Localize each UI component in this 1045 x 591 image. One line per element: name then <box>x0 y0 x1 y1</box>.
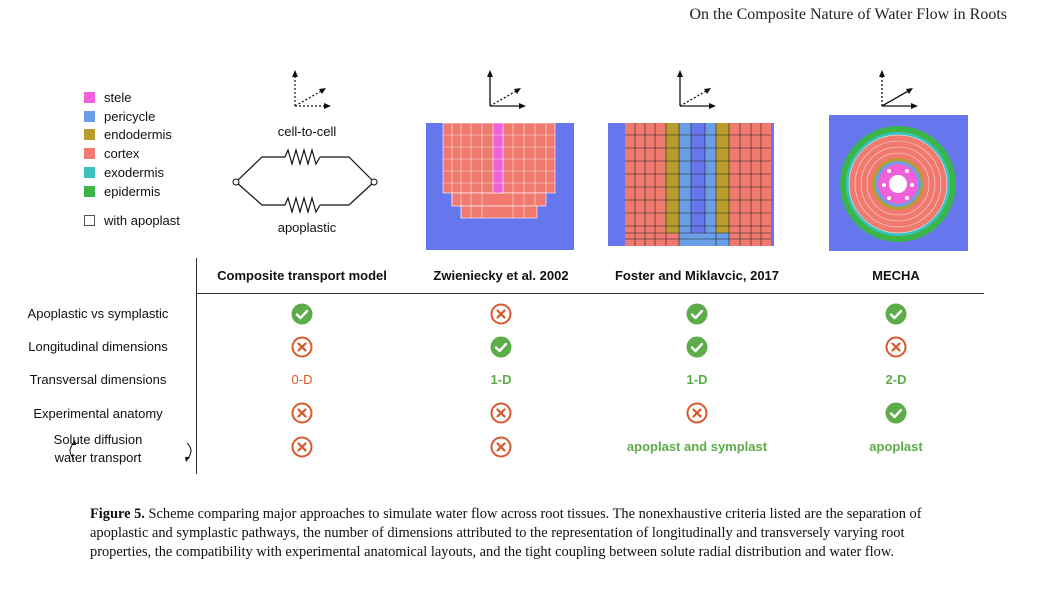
legend-swatch <box>84 214 95 226</box>
cell-text: 2-D <box>885 372 907 387</box>
legend-item-endodermis: endodermis <box>84 126 180 145</box>
legend-label: exodermis <box>104 165 164 181</box>
check-icon <box>592 303 802 328</box>
cross-icon <box>197 336 407 361</box>
cross-icon <box>197 402 407 427</box>
cross-icon <box>592 402 802 427</box>
figure-caption: Figure 5. Scheme comparing major approac… <box>90 505 960 562</box>
legend-swatch <box>84 148 95 160</box>
mecha-model-diagram <box>829 115 968 251</box>
running-title: On the Composite Nature of Water Flow in… <box>689 6 1008 23</box>
legend-swatch <box>84 129 95 141</box>
cell-text: apoplast and symplast <box>626 439 768 454</box>
legend: stele pericycle endodermis cortex exoder… <box>84 88 180 230</box>
caption-label: Figure 5. <box>90 506 145 522</box>
circuit-node-left <box>232 178 240 186</box>
cell-text: apoplast <box>869 439 923 454</box>
cycle-arrows-icon <box>69 440 192 462</box>
row-label: Apoplastic vs symplastic <box>27 306 169 321</box>
cross-icon <box>396 303 606 328</box>
cross-icon <box>197 436 407 461</box>
legend-swatch <box>84 91 95 103</box>
legend-item-cortex: cortex <box>84 144 180 163</box>
axes-icon <box>677 70 716 109</box>
row-label: Transversal dimensions <box>29 372 167 387</box>
circuit-wires <box>235 147 375 215</box>
legend-swatch <box>84 185 95 197</box>
legend-swatch <box>84 167 95 179</box>
row-label: Longitudinal dimensions <box>28 339 168 354</box>
legend-label: epidermis <box>104 183 161 199</box>
zwieniecky-model-diagram <box>426 123 574 250</box>
circuit-node-right <box>370 178 378 186</box>
circuit-diagram: cell-to-cell apoplastic <box>232 124 378 235</box>
table-rule <box>196 293 984 294</box>
column-header: Zwieniecky et al. 2002 <box>433 268 569 283</box>
row-label: Experimental anatomy <box>33 406 163 421</box>
row-label-line: water transport <box>54 450 142 465</box>
caption-text: Scheme comparing major approaches to sim… <box>90 506 922 560</box>
axes-icon <box>487 70 526 109</box>
legend-label: cortex <box>104 146 140 162</box>
cross-icon <box>396 436 606 461</box>
axes-icon <box>879 70 918 109</box>
cell-text: 0-D <box>291 372 313 387</box>
legend-item-epidermis: epidermis <box>84 182 180 201</box>
legend-label: with apoplast <box>104 212 180 228</box>
legend-item-pericycle: pericycle <box>84 107 180 126</box>
column-header: Composite transport model <box>217 268 387 283</box>
axes-icon <box>292 70 331 109</box>
column-header: Foster and Miklavcic, 2017 <box>614 268 780 283</box>
table-vertical-rule <box>196 258 197 474</box>
check-icon <box>791 402 1001 427</box>
legend-item-exodermis: exodermis <box>84 163 180 182</box>
legend-label: endodermis <box>104 127 172 143</box>
cross-icon <box>396 402 606 427</box>
cell-text: 1-D <box>490 372 512 387</box>
column-header: MECHA <box>872 268 920 283</box>
legend-item-stele: stele <box>84 88 180 107</box>
row-label-line: Solute diffusion <box>53 432 143 447</box>
legend-label: stele <box>104 89 132 105</box>
circuit-top-label: cell-to-cell <box>278 124 337 139</box>
check-icon <box>197 303 407 328</box>
circuit-bottom-label: apoplastic <box>278 220 337 235</box>
cell-text: 1-D <box>686 372 708 387</box>
check-icon <box>592 336 802 361</box>
check-icon <box>791 303 1001 328</box>
cross-icon <box>791 336 1001 361</box>
check-icon <box>396 336 606 361</box>
legend-item-apoplast: with apoplast <box>84 211 180 230</box>
legend-label: pericycle <box>104 108 156 124</box>
row-label-multiline: Solute diffusion water transport <box>0 432 196 465</box>
foster-model-diagram <box>608 123 774 246</box>
legend-swatch <box>84 110 95 122</box>
